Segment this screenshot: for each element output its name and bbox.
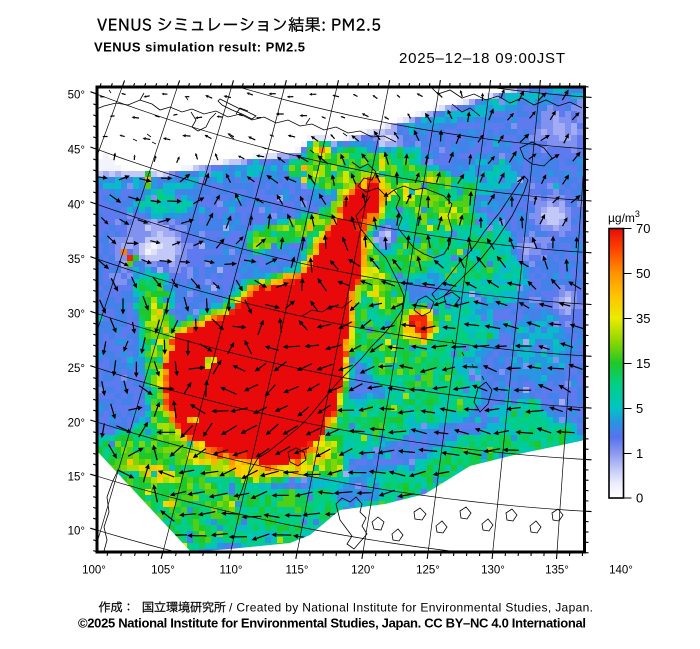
svg-text:15: 15 <box>636 356 650 371</box>
svg-text:15°: 15° <box>68 471 85 483</box>
svg-text:135°: 135° <box>545 565 569 577</box>
svg-text:110°: 110° <box>220 565 243 577</box>
svg-text:120°: 120° <box>351 565 375 577</box>
svg-text:20°: 20° <box>68 417 85 429</box>
svg-text:70: 70 <box>636 221 650 236</box>
svg-text:50: 50 <box>636 266 650 281</box>
svg-text:105°: 105° <box>151 565 175 577</box>
svg-text:130°: 130° <box>481 565 505 577</box>
svg-text:125°: 125° <box>416 565 440 577</box>
svg-text:1: 1 <box>636 446 643 461</box>
svg-text:25°: 25° <box>68 363 85 375</box>
svg-text:35: 35 <box>636 311 650 326</box>
svg-text:VENUS simulation result: PM2.5: VENUS simulation result: PM2.5 <box>94 40 305 55</box>
svg-text:45°: 45° <box>68 145 85 157</box>
svg-text:30°: 30° <box>68 309 85 321</box>
svg-text:140°: 140° <box>609 565 633 577</box>
svg-text:©2025 National Institute for E: ©2025 National Institute for Environment… <box>78 616 586 631</box>
svg-text:50°: 50° <box>68 89 85 101</box>
svg-text:40°: 40° <box>68 200 85 212</box>
svg-text:/ Created by National Institut: / Created by National Institute for Envi… <box>229 601 593 615</box>
svg-text:115°: 115° <box>286 565 309 577</box>
svg-text:5: 5 <box>636 401 643 416</box>
svg-text:100°: 100° <box>82 565 106 577</box>
svg-text:10°: 10° <box>68 525 85 537</box>
svg-text:2025–12–18 09:00JST: 2025–12–18 09:00JST <box>399 50 565 67</box>
svg-text:35°: 35° <box>68 254 85 266</box>
svg-text:0: 0 <box>636 491 643 506</box>
svg-text:µg/m3: µg/m3 <box>608 209 640 225</box>
